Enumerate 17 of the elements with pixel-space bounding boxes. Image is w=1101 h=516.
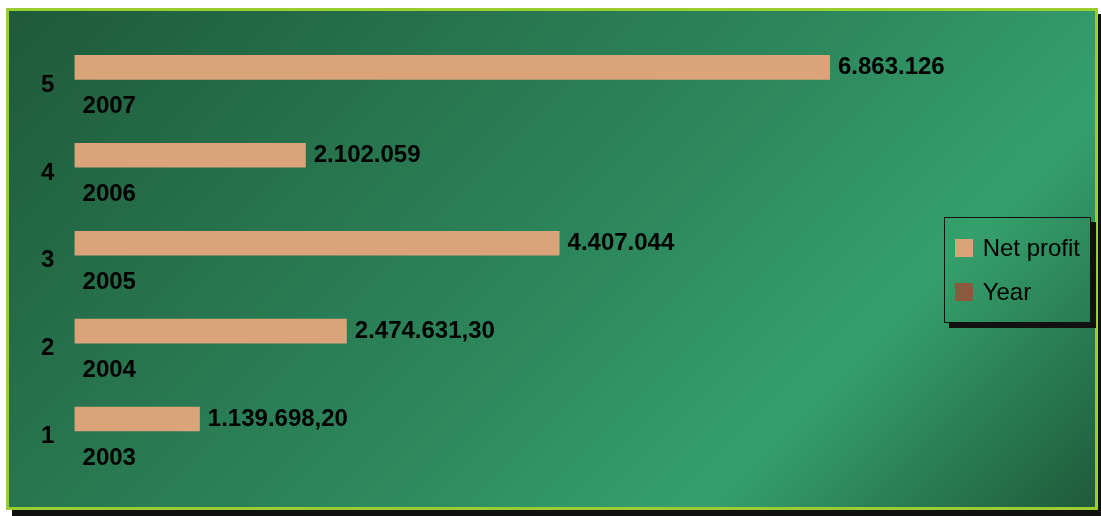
data-label: 2007 xyxy=(82,91,136,119)
y-tick-label: 2 xyxy=(40,333,55,361)
y-tick-label: 4 xyxy=(40,157,55,185)
y-tick-label: 3 xyxy=(40,245,55,273)
data-label: 2005 xyxy=(82,267,136,295)
y-tick-label: 5 xyxy=(40,69,55,97)
data-label: 4.407.044 xyxy=(567,227,675,255)
legend-label: Net profit xyxy=(982,234,1080,262)
legend-label: Year xyxy=(982,278,1032,306)
y-tick-label: 1 xyxy=(40,421,55,449)
data-label: 6.863.126 xyxy=(837,52,945,79)
data-label: 2004 xyxy=(82,354,137,382)
data-label: 2003 xyxy=(82,442,136,470)
data-label: 2.102.059 xyxy=(313,139,421,167)
data-label: 1.139.698,20 xyxy=(207,403,348,431)
data-label: 2006 xyxy=(82,179,136,207)
data-label: 2.474.631,30 xyxy=(354,315,495,343)
